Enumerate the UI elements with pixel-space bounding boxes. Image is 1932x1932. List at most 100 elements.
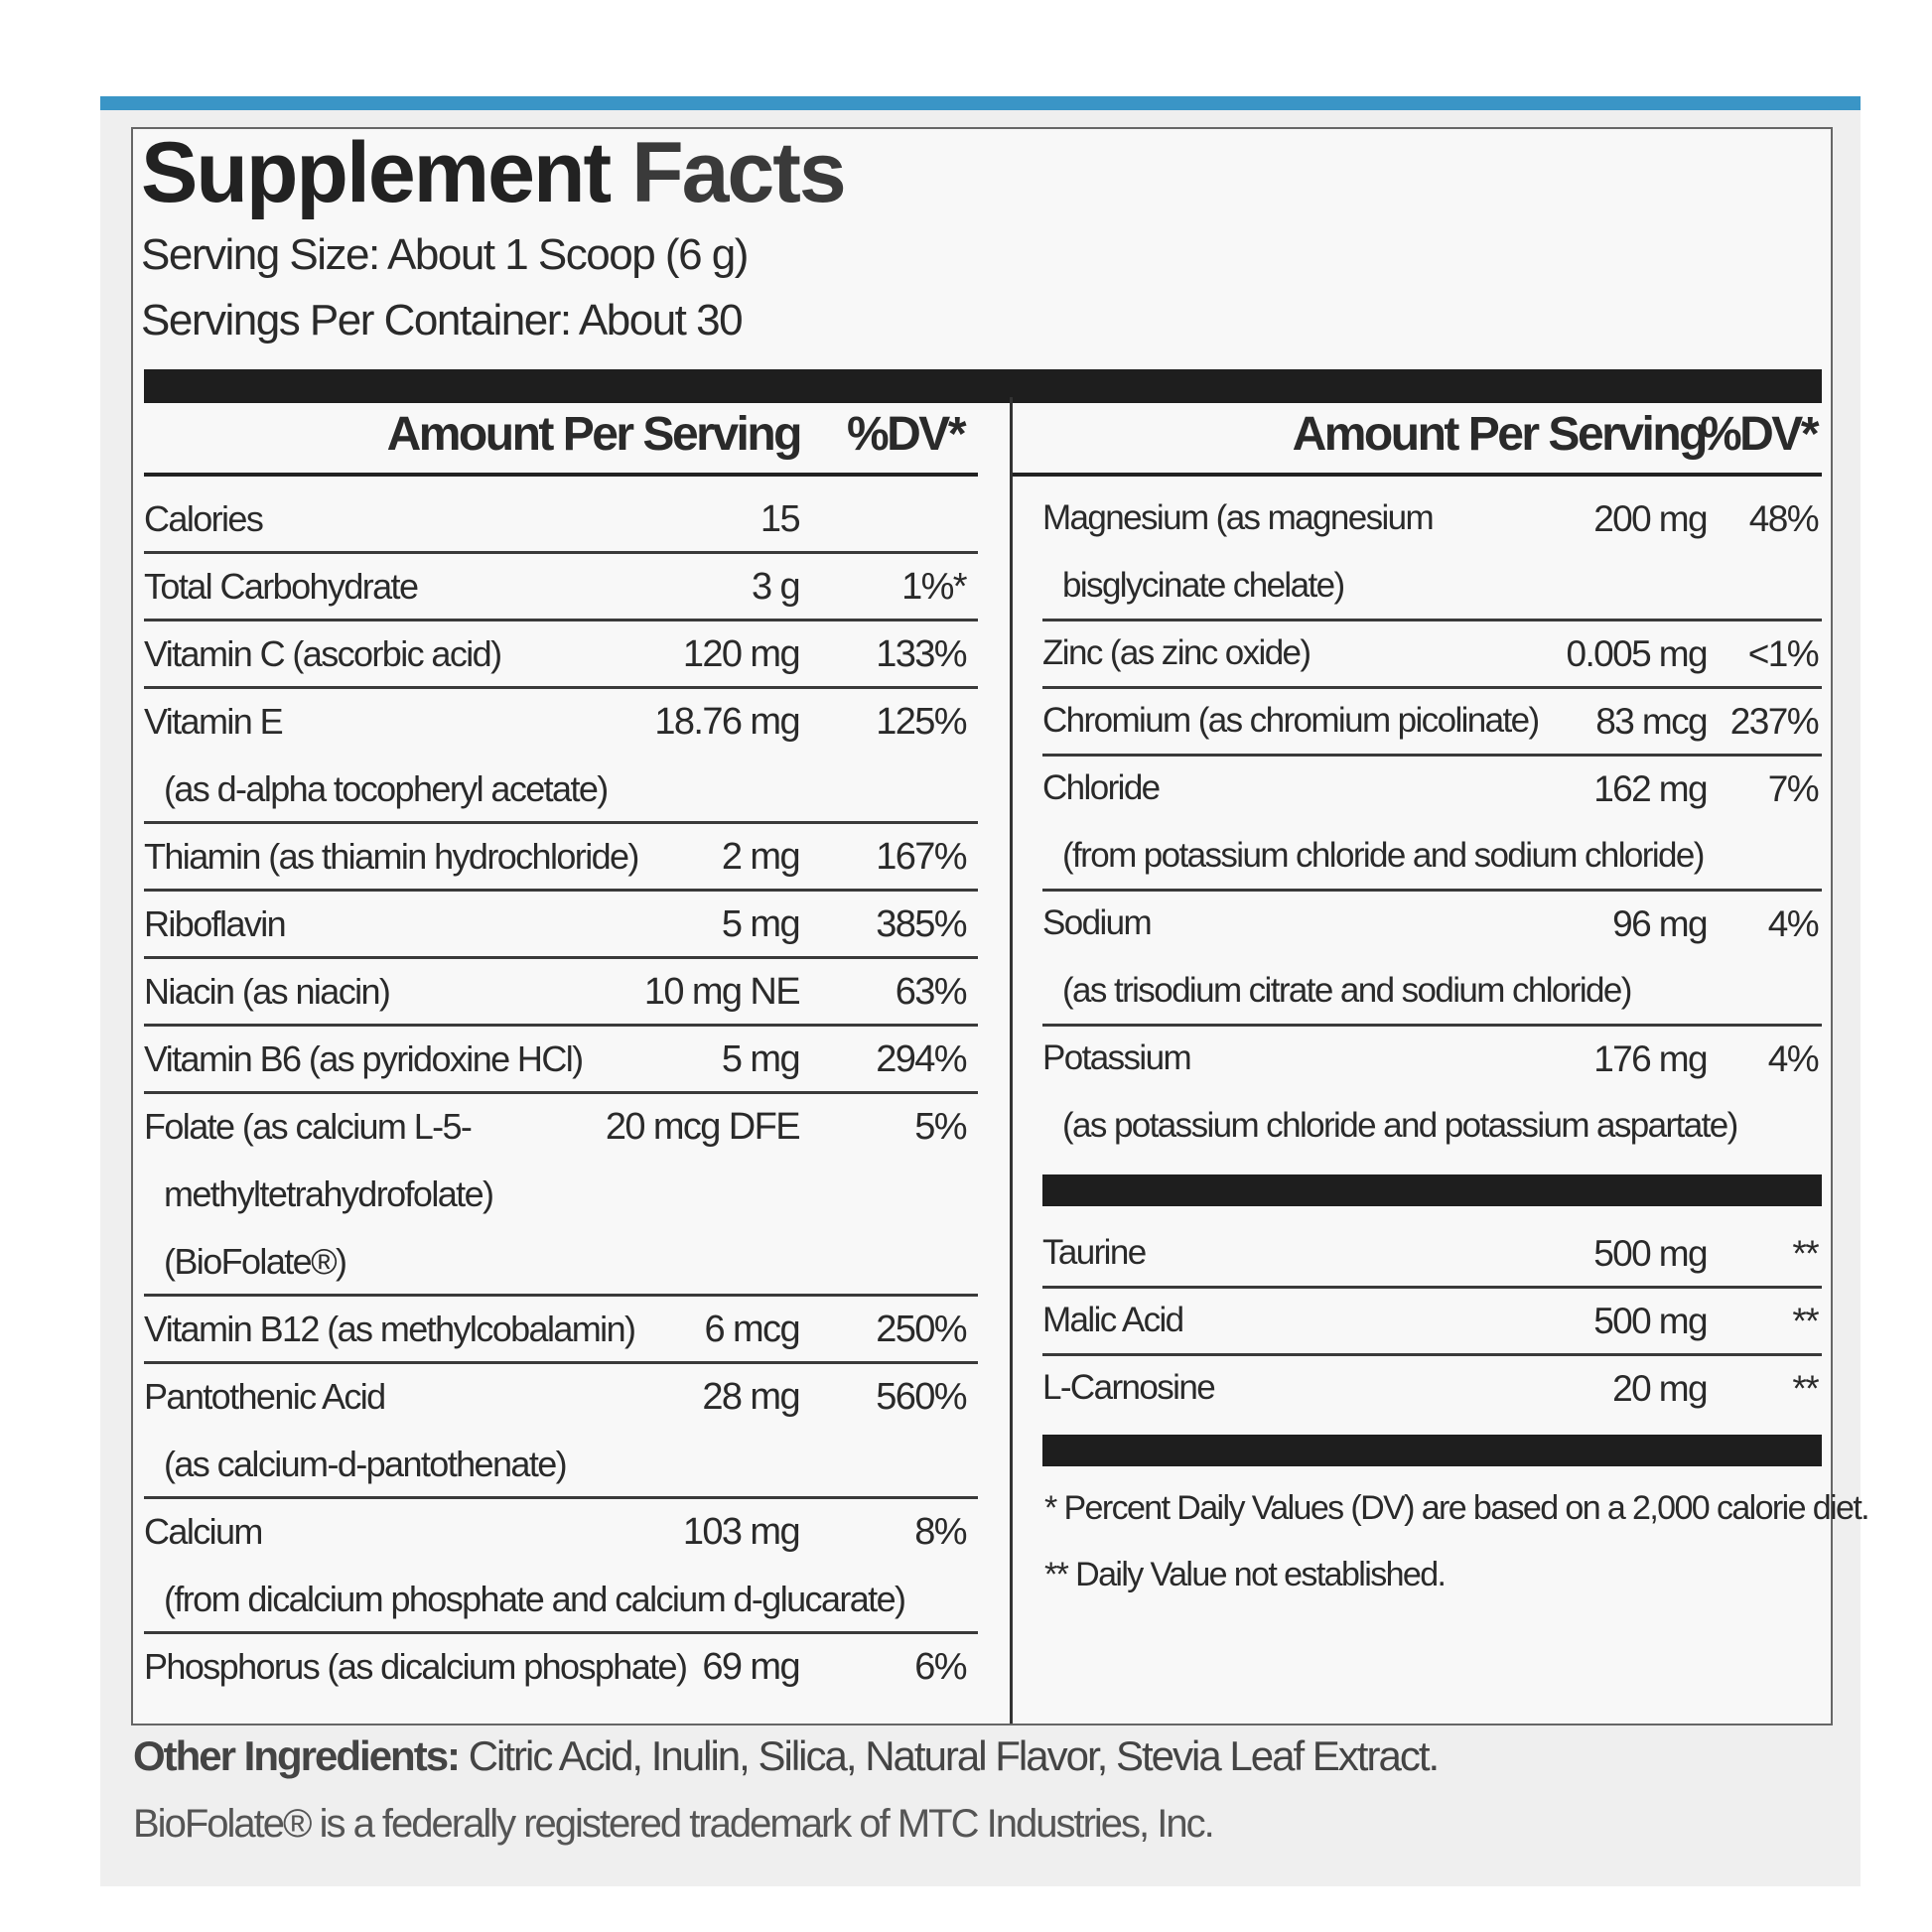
- nutrient-row: Pantothenic Acid (as calcium-d-pantothena…: [144, 1364, 978, 1499]
- daily-value: 1%*: [901, 566, 968, 608]
- title-word: Supplement: [141, 125, 612, 220]
- nutrient-row: Vitamin E (as d-alpha tocopheryl acetate)…: [144, 689, 978, 824]
- nutrient-name: Calcium: [144, 1511, 263, 1552]
- nutrient-name: Magnesium (as magnesium: [1042, 498, 1435, 537]
- other-ingredients-text: Citric Acid, Inulin, Silica, Natural Fla…: [468, 1732, 1440, 1779]
- nutrient-row: Taurine 500 mg **: [1042, 1221, 1822, 1289]
- nutrient-name: Calories: [144, 498, 264, 539]
- daily-value: 8%: [914, 1511, 967, 1553]
- amount: 176 mg: [1593, 1038, 1708, 1079]
- nutrient-name: Phosphorus (as dicalcium phosphate): [144, 1646, 688, 1687]
- amount: 500 mg: [1593, 1301, 1708, 1341]
- daily-value: 294%: [876, 1038, 967, 1080]
- nutrient-detail: (BioFolate®): [164, 1241, 347, 1282]
- nutrient-detail: methyltetrahydrofolate): [164, 1173, 494, 1214]
- amount: 69 mg: [702, 1646, 800, 1688]
- nutrient-name: Vitamin E: [144, 701, 284, 742]
- nutrient-name: Folate (as calcium L-5-: [144, 1106, 473, 1147]
- nutrient-row: Total Carbohydrate 3 g 1%*: [144, 554, 978, 621]
- nutrient-row: Vitamin C (ascorbic acid) 120 mg 133%: [144, 621, 978, 689]
- nutrient-row: Vitamin B12 (as methylcobalamin) 6 mcg 250…: [144, 1297, 978, 1364]
- title: Supplement Facts: [141, 124, 847, 222]
- nutrient-row: Sodium (as trisodium citrate and sodium c…: [1042, 892, 1822, 1027]
- daily-value: 4%: [1767, 903, 1820, 944]
- dv-header: %DV*: [846, 408, 967, 461]
- nutrient-name: Vitamin B6 (as pyridoxine HCl): [144, 1038, 584, 1079]
- nutrient-detail: (as trisodium citrate and sodium chlorid…: [1062, 971, 1632, 1010]
- nutrient-detail: (from dicalcium phosphate and calcium d-…: [164, 1579, 906, 1619]
- footnote: * Percent Daily Values (DV) are based on…: [1044, 1489, 1870, 1527]
- thick-rule: [144, 369, 1822, 403]
- nutrient-name: Taurine: [1042, 1233, 1147, 1272]
- nutrient-name: Chromium (as chromium picolinate): [1042, 701, 1540, 740]
- nutrient-name: Chloride: [1042, 768, 1161, 807]
- other-ingredients-label: Other Ingredients:: [133, 1732, 461, 1779]
- amount: 83 mcg: [1595, 701, 1708, 742]
- serving-size: Serving Size: About 1 Scoop (6 g): [141, 230, 749, 279]
- amount: 200 mg: [1593, 498, 1708, 539]
- amount-header: Amount Per Serving: [1292, 408, 1709, 461]
- daily-value: 7%: [1767, 768, 1820, 809]
- amount: 15: [759, 498, 801, 540]
- nutrient-detail: bisglycinate chelate): [1062, 566, 1345, 605]
- nutrient-row: Calories 15: [144, 486, 978, 554]
- daily-value: **: [1792, 1368, 1819, 1409]
- amount: 20 mg: [1612, 1368, 1708, 1409]
- amount: 162 mg: [1593, 768, 1708, 809]
- daily-value: **: [1792, 1233, 1819, 1274]
- title-word: Facts: [631, 125, 847, 220]
- daily-value: 48%: [1748, 498, 1820, 539]
- footnote: ** Daily Value not established.: [1044, 1556, 1447, 1593]
- nutrient-name: Zinc (as zinc oxide): [1042, 633, 1311, 672]
- nutrient-name: Vitamin C (ascorbic acid): [144, 633, 502, 674]
- amount: 96 mg: [1612, 903, 1708, 944]
- nutrient-detail: (from potassium chloride and sodium chlo…: [1062, 836, 1705, 875]
- nutrient-name: Vitamin B12 (as methylcobalamin): [144, 1309, 636, 1349]
- daily-value: 4%: [1767, 1038, 1820, 1079]
- amount: 103 mg: [682, 1511, 801, 1553]
- nutrient-row: Riboflavin 5 mg 385%: [144, 892, 978, 959]
- daily-value: 560%: [876, 1376, 967, 1418]
- amount: 2 mg: [721, 836, 801, 878]
- daily-value: <1%: [1747, 633, 1820, 674]
- nutrient-row: Folate (as calcium L-5- methyltetrahydrof…: [144, 1094, 978, 1297]
- nutrient-name: Potassium: [1042, 1038, 1192, 1077]
- header-rule: [1013, 473, 1822, 477]
- nutrient-row: Chloride (from potassium chloride and sod…: [1042, 757, 1822, 892]
- nutrient-row: Phosphorus (as dicalcium phosphate) 69 mg…: [144, 1634, 978, 1702]
- nutrient-row: Chromium (as chromium picolinate) 83 mcg 2…: [1042, 689, 1822, 757]
- thick-rule: [1042, 1174, 1822, 1206]
- daily-value: 385%: [876, 903, 967, 945]
- servings-per-container: Servings Per Container: About 30: [141, 296, 744, 345]
- daily-value: 167%: [876, 836, 967, 878]
- daily-value: **: [1792, 1301, 1819, 1341]
- nutrient-name: L-Carnosine: [1042, 1368, 1216, 1407]
- amount: 28 mg: [702, 1376, 800, 1418]
- nutrient-name: Thiamin (as thiamin hydrochloride): [144, 836, 639, 877]
- amount: 0.005 mg: [1566, 633, 1709, 674]
- amount: 5 mg: [721, 903, 801, 945]
- daily-value: 125%: [876, 701, 967, 743]
- nutrient-row: Vitamin B6 (as pyridoxine HCl) 5 mg 294%: [144, 1027, 978, 1094]
- dv-header: %DV*: [1699, 408, 1820, 461]
- nutrient-row: Malic Acid 500 mg **: [1042, 1289, 1822, 1356]
- amount: 10 mg NE: [643, 971, 801, 1013]
- nutrient-row: Calcium (from dicalcium phosphate and cal…: [144, 1499, 978, 1634]
- nutrient-row: Zinc (as zinc oxide) 0.005 mg <1%: [1042, 621, 1822, 689]
- nutrient-name: Total Carbohydrate: [144, 566, 419, 607]
- nutrient-detail: (as d-alpha tocopheryl acetate): [164, 768, 609, 809]
- nutrient-row: L-Carnosine 20 mg **: [1042, 1356, 1822, 1424]
- nutrient-row: Potassium (as potassium chloride and pota…: [1042, 1027, 1822, 1162]
- daily-value: 5%: [914, 1106, 967, 1148]
- amount: 3 g: [751, 566, 801, 608]
- column-divider: [1010, 397, 1013, 1724]
- amount: 5 mg: [721, 1038, 801, 1080]
- amount: 18.76 mg: [654, 701, 800, 743]
- nutrient-row: Magnesium (as magnesium bisglycinate chel…: [1042, 486, 1822, 621]
- amount-header: Amount Per Serving: [386, 408, 803, 461]
- daily-value: 133%: [876, 633, 967, 675]
- amount: 120 mg: [682, 633, 801, 675]
- daily-value: 237%: [1729, 701, 1820, 742]
- nutrient-row: Thiamin (as thiamin hydrochloride) 2 mg 16…: [144, 824, 978, 892]
- nutrient-name: Pantothenic Acid: [144, 1376, 386, 1417]
